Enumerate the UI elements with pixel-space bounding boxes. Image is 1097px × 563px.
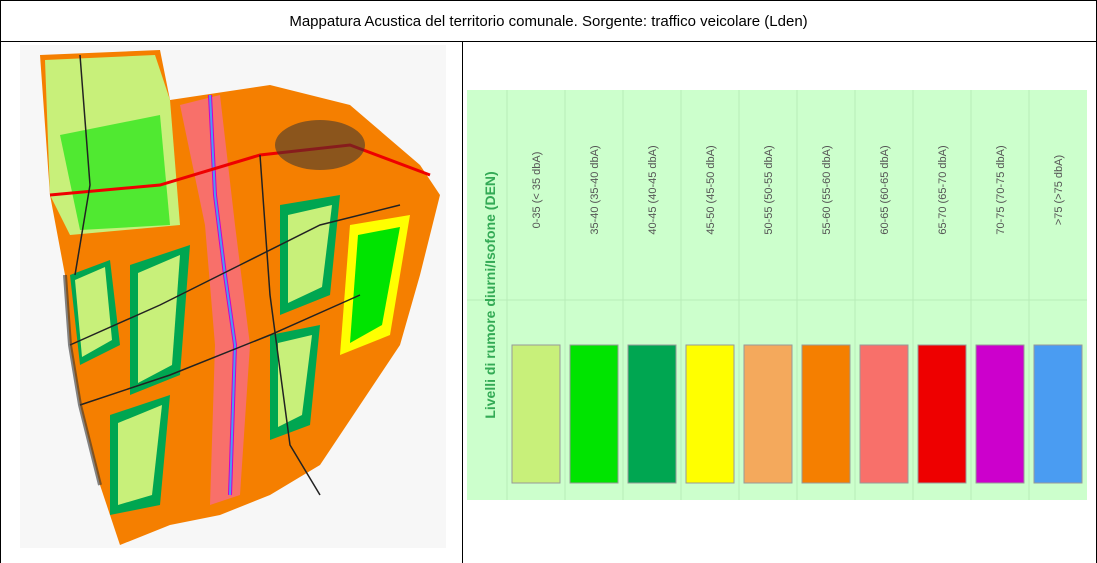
legend-swatch <box>685 344 735 484</box>
table-header: Mappatura Acustica del territorio comuna… <box>0 0 1097 42</box>
cell-border <box>0 41 1 563</box>
legend-label: 0-35 (< 35 dbA) <box>531 152 543 229</box>
legend-label: >75 (>75 dbA) <box>1053 155 1065 225</box>
header-title: Mappatura Acustica del territorio comuna… <box>289 12 808 30</box>
legend-label: 60-65 (60-65 dbA) <box>879 145 891 234</box>
legend-label: 55-60 (55-60 dbA) <box>821 145 833 234</box>
legend-swatch <box>917 344 967 484</box>
legend-swatch <box>801 344 851 484</box>
legend-swatch <box>569 344 619 484</box>
legend-swatch <box>859 344 909 484</box>
legend-swatch <box>627 344 677 484</box>
legend-swatch <box>511 344 561 484</box>
legend-swatch <box>1033 344 1083 484</box>
legend: Livelli di rumore diurni/Isofone (DEN) 0… <box>467 90 1087 500</box>
cell-border <box>462 41 463 563</box>
legend-label: 70-75 (70-75 dbA) <box>995 145 1007 234</box>
legend-label: 50-55 (50-55 dbA) <box>763 145 775 234</box>
legend-label: 40-45 (40-45 dbA) <box>647 145 659 234</box>
legend-label: 45-50 (45-50 dbA) <box>705 145 717 234</box>
legend-label: 35-40 (35-40 dbA) <box>589 145 601 234</box>
legend-title: Livelli di rumore diurni/Isofone (DEN) <box>482 171 498 418</box>
noise-map <box>20 45 446 548</box>
legend-swatch <box>975 344 1025 484</box>
legend-swatch <box>743 344 793 484</box>
legend-label: 65-70 (65-70 dbA) <box>937 145 949 234</box>
